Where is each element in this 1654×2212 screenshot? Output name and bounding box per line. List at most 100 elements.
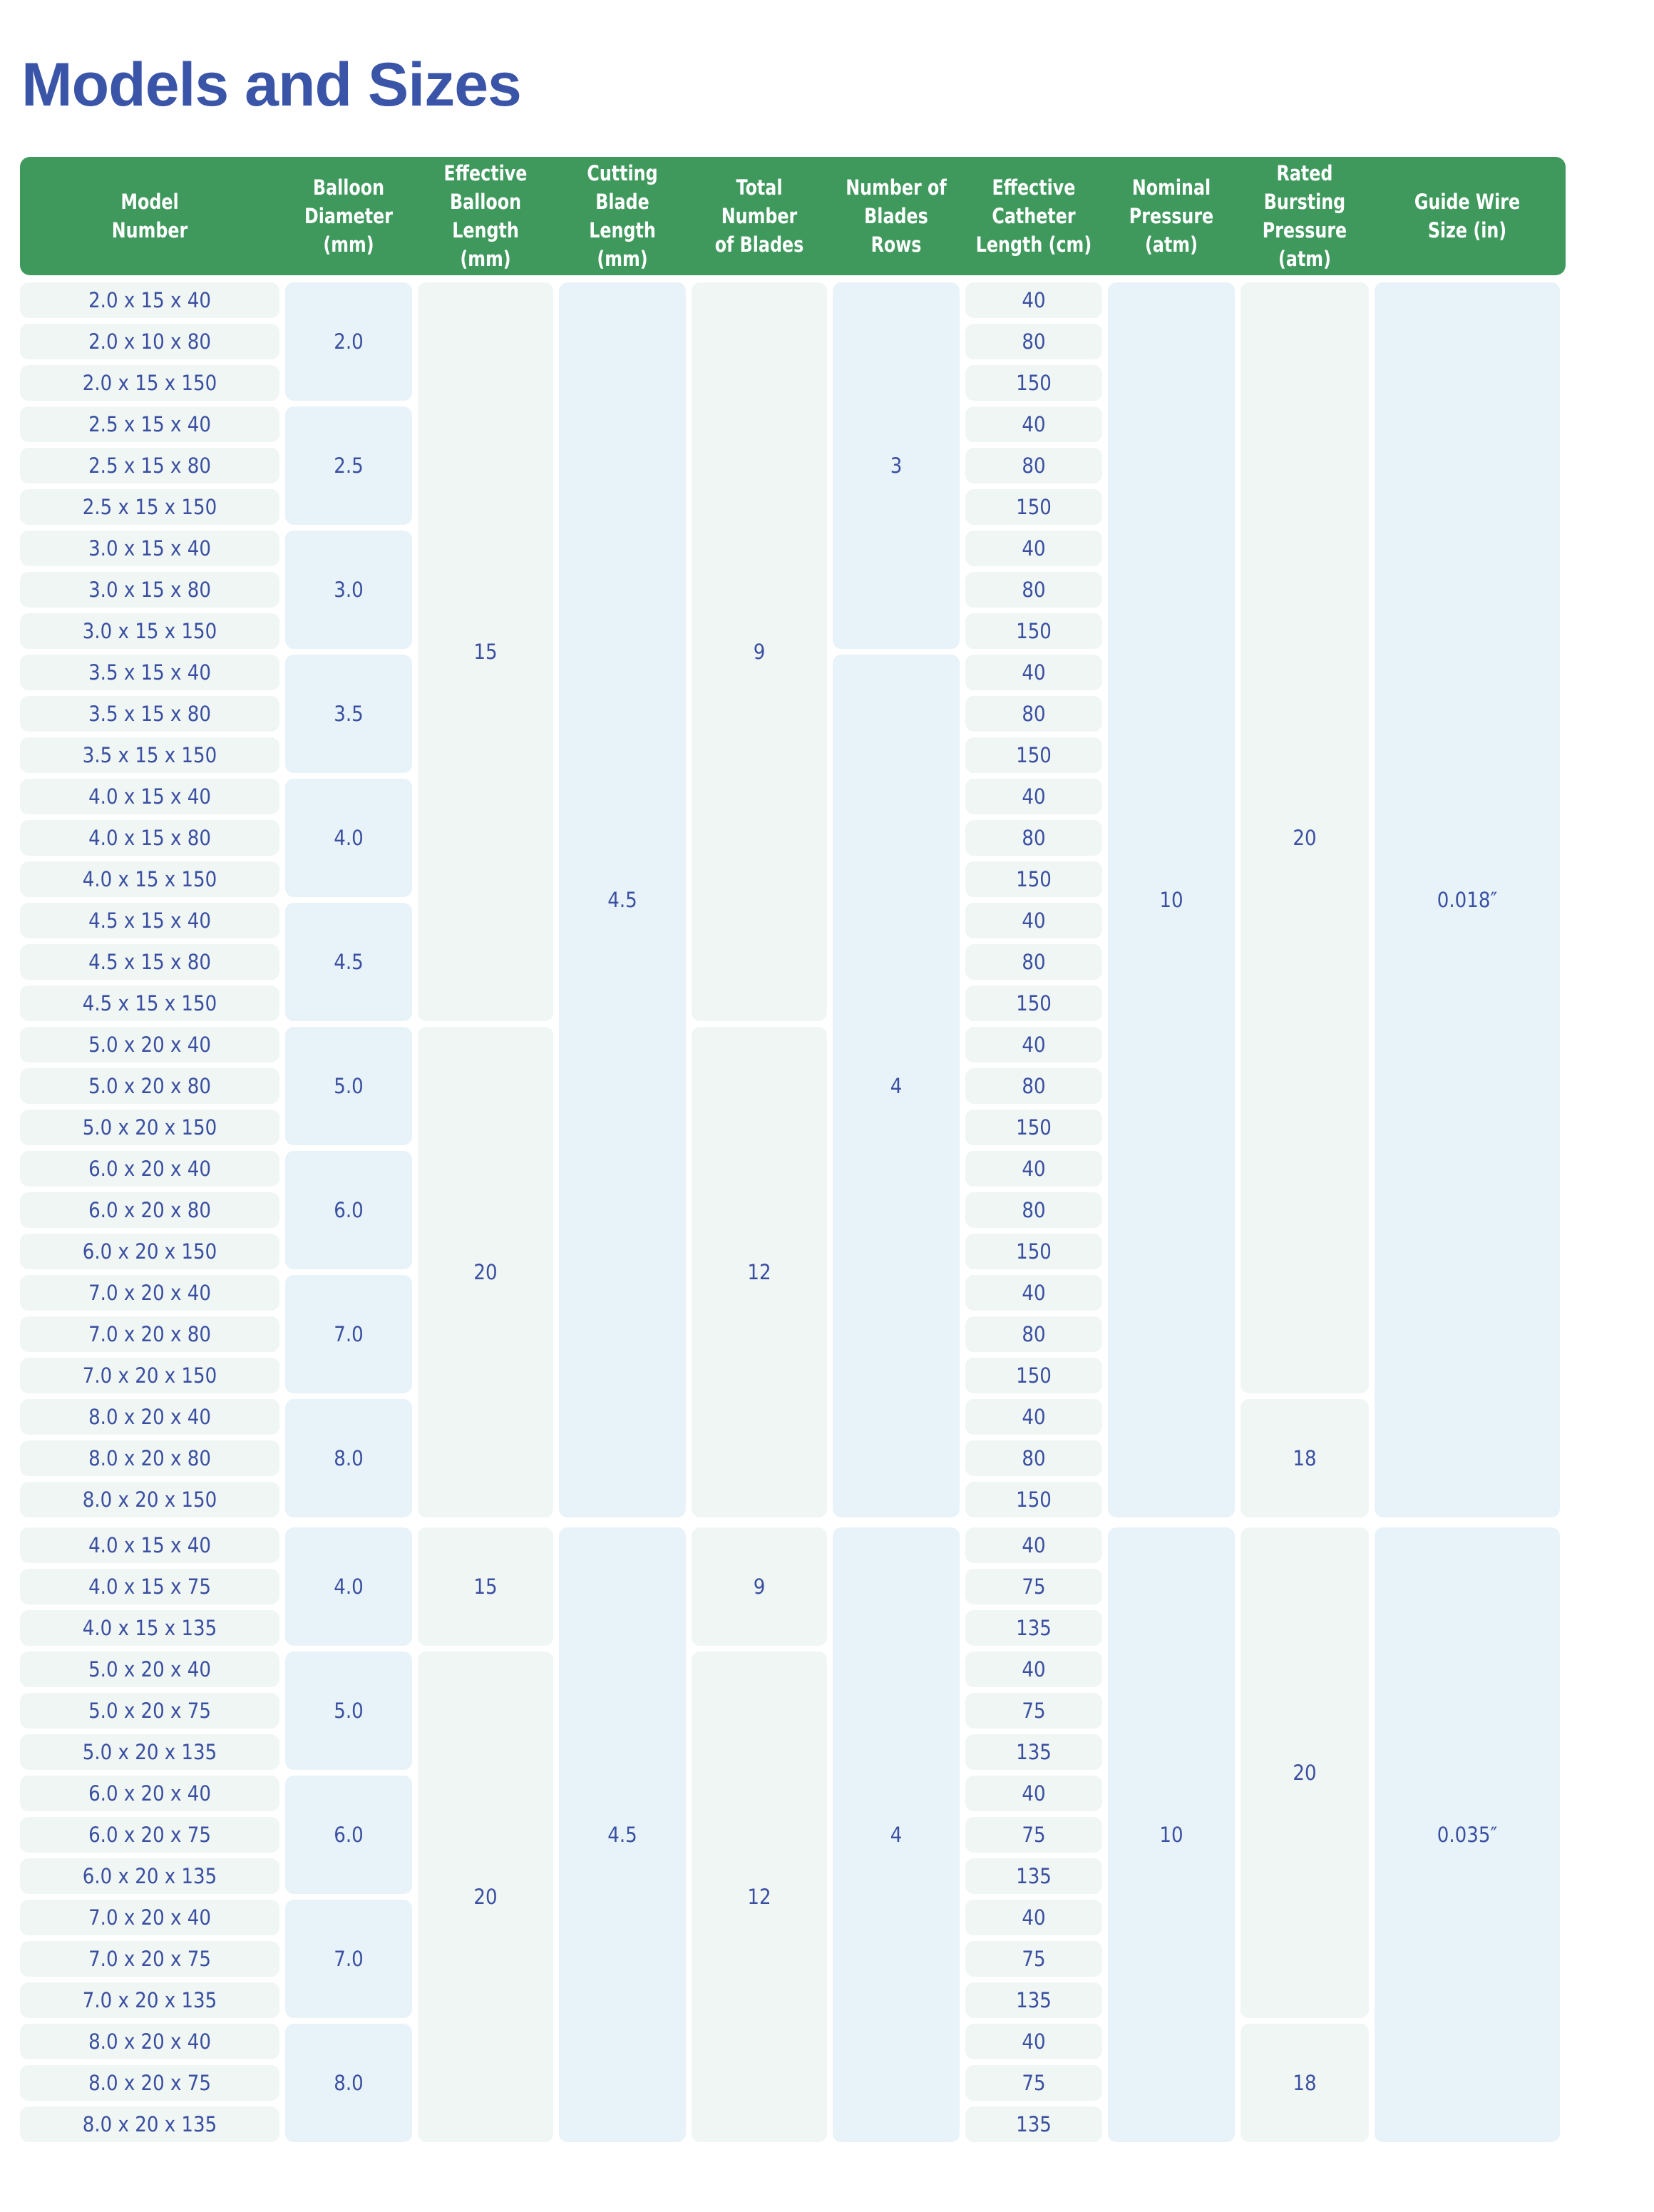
catheter-length-cell: 150 bbox=[965, 985, 1102, 1021]
column-header: Rated Bursting Pressure (atm) bbox=[1262, 161, 1347, 271]
models-cell: 5.0 x 20 x 40 bbox=[20, 1027, 279, 1063]
blade-rows-cell: 3 bbox=[833, 282, 960, 649]
effective-balloon-length-cell: 15 bbox=[418, 1527, 553, 1646]
models-cell: 7.0 x 20 x 40 bbox=[20, 1900, 279, 1935]
models-cell: 8.0 x 20 x 135 bbox=[20, 2106, 279, 2142]
models-cell: 6.0 x 20 x 80 bbox=[20, 1192, 279, 1228]
catheter-length-cell: 135 bbox=[965, 1734, 1102, 1770]
catheter-length-cell: 80 bbox=[965, 820, 1102, 856]
catheter-length-cell: 40 bbox=[965, 2024, 1102, 2059]
catheter-length-cell: 150 bbox=[965, 1234, 1102, 1269]
catheter-length-cell: 40 bbox=[965, 282, 1102, 318]
catheter-length-cell: 80 bbox=[965, 1068, 1102, 1104]
models-cell: 6.0 x 20 x 40 bbox=[20, 1776, 279, 1811]
total-blades-cell: 9 bbox=[692, 1527, 827, 1646]
catheter-length-cell: 135 bbox=[965, 1610, 1102, 1646]
catheter-length-cell: 150 bbox=[965, 365, 1102, 401]
models-cell: 8.0 x 20 x 150 bbox=[20, 1482, 279, 1517]
models-cell: 4.0 x 15 x 150 bbox=[20, 861, 279, 897]
models-cell: 4.0 x 15 x 40 bbox=[20, 779, 279, 814]
rated-burst-pressure-cell: 20 bbox=[1240, 1527, 1369, 2018]
balloon-diameter-cell: 3.0 bbox=[285, 531, 412, 649]
models-cell: 2.0 x 15 x 40 bbox=[20, 282, 279, 318]
catheter-length-cell: 40 bbox=[965, 1527, 1102, 1563]
balloon-diameter-cell: 4.0 bbox=[285, 1527, 412, 1646]
models-cell: 3.0 x 15 x 80 bbox=[20, 572, 279, 608]
catheter-length-cell: 75 bbox=[965, 2065, 1102, 2101]
models-cell: 4.5 x 15 x 150 bbox=[20, 985, 279, 1021]
balloon-diameter-cell: 7.0 bbox=[285, 1900, 412, 2018]
blade-rows-cell: 4 bbox=[833, 1527, 960, 2142]
balloon-diameter-cell: 5.0 bbox=[285, 1652, 412, 1770]
models-cell: 4.5 x 15 x 40 bbox=[20, 903, 279, 938]
models-cell: 3.5 x 15 x 80 bbox=[20, 696, 279, 732]
models-cell: 5.0 x 20 x 150 bbox=[20, 1110, 279, 1145]
column-header: Guide Wire Size (in) bbox=[1414, 190, 1521, 242]
catheter-length-cell: 80 bbox=[965, 1316, 1102, 1352]
catheter-length-cell: 150 bbox=[965, 861, 1102, 897]
catheter-length-cell: 40 bbox=[965, 406, 1102, 442]
models-cell: 3.5 x 15 x 150 bbox=[20, 737, 279, 773]
catheter-length-cell: 80 bbox=[965, 696, 1102, 732]
models-cell: 6.0 x 20 x 75 bbox=[20, 1817, 279, 1853]
catheter-length-cell: 135 bbox=[965, 2106, 1102, 2142]
balloon-diameter-cell: 6.0 bbox=[285, 1776, 412, 1894]
catheter-length-cell: 75 bbox=[965, 1941, 1102, 1977]
blade-rows-cell: 4 bbox=[833, 655, 960, 1517]
catheter-length-cell: 80 bbox=[965, 324, 1102, 359]
rated-burst-pressure-cell: 18 bbox=[1240, 2024, 1369, 2142]
catheter-length-cell: 75 bbox=[965, 1693, 1102, 1729]
models-cell: 2.0 x 15 x 150 bbox=[20, 365, 279, 401]
nominal-pressure-cell: 10 bbox=[1108, 282, 1235, 1517]
catheter-length-cell: 40 bbox=[965, 1900, 1102, 1935]
column-header: Total Number of Blades bbox=[714, 175, 804, 257]
page-title: Models and Sizes bbox=[21, 51, 522, 119]
models-cell: 6.0 x 20 x 40 bbox=[20, 1151, 279, 1187]
catheter-length-cell: 150 bbox=[965, 1110, 1102, 1145]
catheter-length-cell: 150 bbox=[965, 737, 1102, 773]
models-cell: 8.0 x 20 x 80 bbox=[20, 1440, 279, 1476]
nominal-pressure-cell: 10 bbox=[1108, 1527, 1235, 2142]
catheter-length-cell: 40 bbox=[965, 779, 1102, 814]
catheter-length-cell: 150 bbox=[965, 489, 1102, 525]
models-cell: 5.0 x 20 x 40 bbox=[20, 1652, 279, 1687]
guide-wire-cell: 0.035″ bbox=[1375, 1527, 1560, 2142]
models-cell: 4.0 x 15 x 80 bbox=[20, 820, 279, 856]
models-cell: 7.0 x 20 x 80 bbox=[20, 1316, 279, 1352]
balloon-diameter-cell: 2.5 bbox=[285, 406, 412, 525]
catheter-length-cell: 75 bbox=[965, 1569, 1102, 1604]
models-cell: 4.5 x 15 x 80 bbox=[20, 944, 279, 980]
models-cell: 5.0 x 20 x 80 bbox=[20, 1068, 279, 1104]
spec-table-group: 4.0 x 15 x 40 4.0 x 15 x 75 4.0 x 15 x 135… bbox=[20, 1527, 1566, 2142]
models-cell: 8.0 x 20 x 40 bbox=[20, 2024, 279, 2059]
column-header: Cutting Blade Length (mm) bbox=[587, 161, 658, 271]
balloon-diameter-cell: 2.0 bbox=[285, 282, 412, 401]
balloon-diameter-cell: 4.0 bbox=[285, 779, 412, 897]
models-cell: 4.0 x 15 x 135 bbox=[20, 1610, 279, 1646]
spec-table-group: 2.0 x 15 x 40 2.0 x 10 x 80 2.0 x 15 x 150… bbox=[20, 282, 1566, 1517]
column-header: Number of Blades Rows bbox=[846, 175, 947, 257]
models-cell: 8.0 x 20 x 75 bbox=[20, 2065, 279, 2101]
effective-balloon-length-cell: 15 bbox=[418, 282, 553, 1021]
balloon-diameter-cell: 5.0 bbox=[285, 1027, 412, 1145]
total-blades-cell: 12 bbox=[692, 1652, 827, 2142]
catheter-length-cell: 80 bbox=[965, 944, 1102, 980]
catheter-length-cell: 40 bbox=[965, 1399, 1102, 1435]
models-cell: 3.0 x 15 x 40 bbox=[20, 531, 279, 566]
catheter-length-cell: 40 bbox=[965, 903, 1102, 938]
models-cell: 2.0 x 10 x 80 bbox=[20, 324, 279, 359]
models-cell: 4.0 x 15 x 75 bbox=[20, 1569, 279, 1604]
balloon-diameter-cell: 8.0 bbox=[285, 2024, 412, 2142]
guide-wire-cell: 0.018″ bbox=[1375, 282, 1560, 1517]
models-cell: 7.0 x 20 x 135 bbox=[20, 1982, 279, 2018]
catheter-length-cell: 135 bbox=[965, 1858, 1102, 1894]
balloon-diameter-cell: 8.0 bbox=[285, 1399, 412, 1517]
models-cell: 5.0 x 20 x 135 bbox=[20, 1734, 279, 1770]
catheter-length-cell: 80 bbox=[965, 448, 1102, 483]
models-cell: 3.5 x 15 x 40 bbox=[20, 655, 279, 690]
catheter-length-cell: 40 bbox=[965, 1027, 1102, 1063]
models-cell: 3.0 x 15 x 150 bbox=[20, 613, 279, 649]
catheter-length-cell: 80 bbox=[965, 572, 1102, 608]
column-header: Balloon Diameter (mm) bbox=[304, 175, 394, 257]
catheter-length-cell: 40 bbox=[965, 1275, 1102, 1311]
